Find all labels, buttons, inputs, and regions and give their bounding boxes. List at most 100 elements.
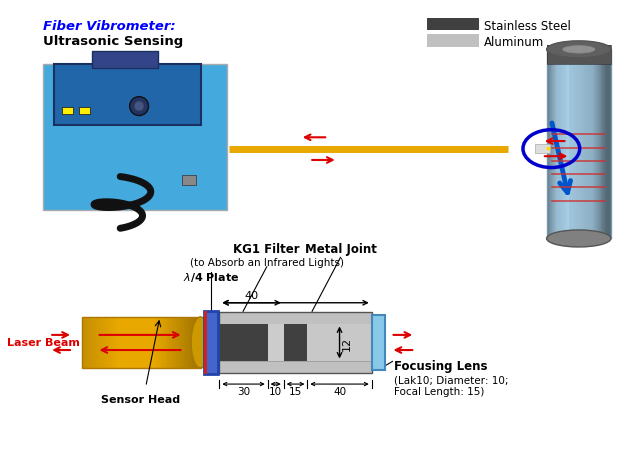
Bar xyxy=(102,317,103,368)
Bar xyxy=(610,50,611,239)
Bar xyxy=(93,317,95,368)
Bar xyxy=(133,317,135,368)
Bar xyxy=(561,50,562,239)
Bar xyxy=(109,317,111,368)
Bar xyxy=(601,50,602,239)
Bar xyxy=(162,317,163,368)
Bar xyxy=(573,50,574,239)
Bar xyxy=(182,176,196,185)
Text: 40: 40 xyxy=(198,336,208,350)
Bar xyxy=(157,317,158,368)
Bar xyxy=(124,317,125,368)
Ellipse shape xyxy=(563,46,595,54)
Text: Sensor Head: Sensor Head xyxy=(101,395,180,404)
Bar xyxy=(82,317,83,368)
Bar xyxy=(119,317,120,368)
Bar xyxy=(197,317,198,368)
Bar xyxy=(594,50,595,239)
Bar xyxy=(153,317,154,368)
Bar xyxy=(547,45,611,64)
Text: Laser Beam: Laser Beam xyxy=(6,338,79,348)
Bar xyxy=(598,50,599,239)
Bar xyxy=(126,317,127,368)
Bar xyxy=(585,50,586,239)
Bar xyxy=(125,317,126,368)
Bar xyxy=(428,35,480,47)
Bar xyxy=(88,317,89,368)
Bar xyxy=(186,317,187,368)
Bar xyxy=(554,50,555,239)
Bar xyxy=(105,317,106,368)
Bar xyxy=(138,317,139,368)
Bar xyxy=(577,50,578,239)
Bar xyxy=(567,50,569,239)
Bar xyxy=(62,108,73,114)
Bar xyxy=(189,317,190,368)
Bar xyxy=(569,50,570,239)
Bar xyxy=(220,362,372,373)
Bar xyxy=(160,317,161,368)
Bar xyxy=(83,317,84,368)
Bar xyxy=(570,50,571,239)
Bar xyxy=(120,317,121,368)
Bar xyxy=(164,317,165,368)
Bar xyxy=(535,145,551,154)
Bar xyxy=(129,317,131,368)
Bar xyxy=(587,50,588,239)
Bar xyxy=(553,50,554,239)
Bar xyxy=(115,317,117,368)
Bar xyxy=(606,50,607,239)
Bar xyxy=(128,317,129,368)
Bar xyxy=(97,317,99,368)
Text: Stainless Steel: Stainless Steel xyxy=(484,20,571,33)
Bar xyxy=(592,50,593,239)
Bar xyxy=(117,317,118,368)
Text: (Lak10; Diameter: 10;: (Lak10; Diameter: 10; xyxy=(394,375,509,385)
Text: Focusing Lens: Focusing Lens xyxy=(394,360,488,373)
Text: 40: 40 xyxy=(245,290,259,300)
Bar xyxy=(193,317,194,368)
Bar xyxy=(143,317,144,368)
Text: (to Absorb an Infrared Lights): (to Absorb an Infrared Lights) xyxy=(190,257,344,267)
Bar xyxy=(192,317,193,368)
Bar xyxy=(198,317,200,368)
Bar xyxy=(600,50,601,239)
Bar xyxy=(194,317,195,368)
Bar xyxy=(562,50,563,239)
Bar xyxy=(589,50,590,239)
Bar xyxy=(79,108,90,114)
Bar xyxy=(95,317,97,368)
Bar xyxy=(106,317,107,368)
Bar xyxy=(191,317,192,368)
Bar xyxy=(284,324,307,362)
Bar xyxy=(84,317,85,368)
Bar xyxy=(372,315,385,370)
Bar xyxy=(597,50,598,239)
Text: Focal Length: 15): Focal Length: 15) xyxy=(394,386,485,396)
Bar xyxy=(204,312,218,374)
Bar xyxy=(154,317,155,368)
Bar xyxy=(118,317,119,368)
Bar xyxy=(91,317,92,368)
Bar xyxy=(144,317,145,368)
Text: Metal Joint: Metal Joint xyxy=(305,243,377,256)
Bar xyxy=(220,313,372,324)
Bar xyxy=(555,50,556,239)
Bar xyxy=(141,317,142,368)
Bar xyxy=(268,324,284,362)
Bar xyxy=(582,50,583,239)
Bar xyxy=(85,317,86,368)
Bar xyxy=(177,317,178,368)
Bar xyxy=(182,317,183,368)
Bar xyxy=(179,317,180,368)
Bar xyxy=(146,317,147,368)
Bar xyxy=(204,312,207,374)
Bar xyxy=(142,317,143,368)
Bar xyxy=(603,50,604,239)
Bar xyxy=(596,50,597,239)
Bar xyxy=(90,317,91,368)
Bar xyxy=(604,50,605,239)
Bar xyxy=(563,50,564,239)
Text: 12: 12 xyxy=(341,336,352,350)
Bar xyxy=(161,317,162,368)
